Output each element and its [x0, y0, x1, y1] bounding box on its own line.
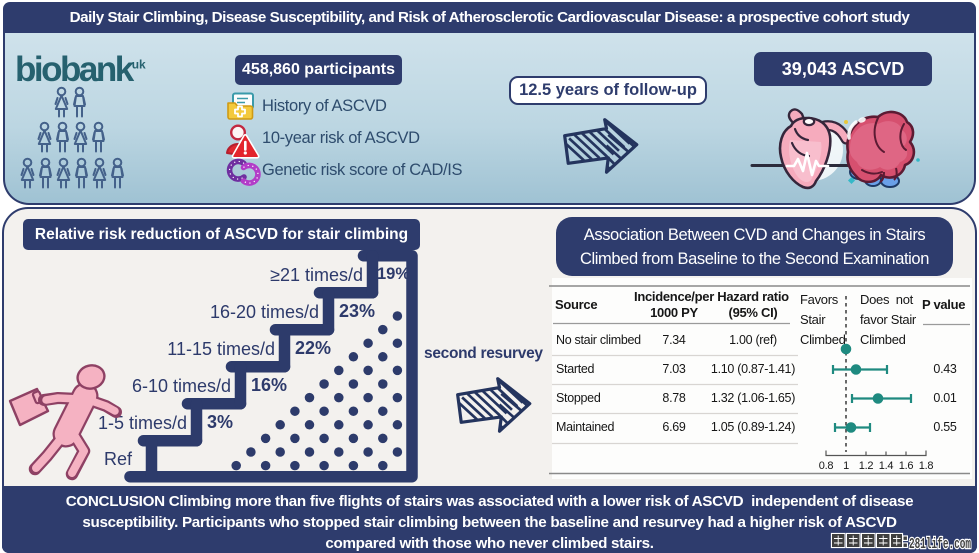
- svg-text:281life.com: 281life.com: [909, 537, 971, 553]
